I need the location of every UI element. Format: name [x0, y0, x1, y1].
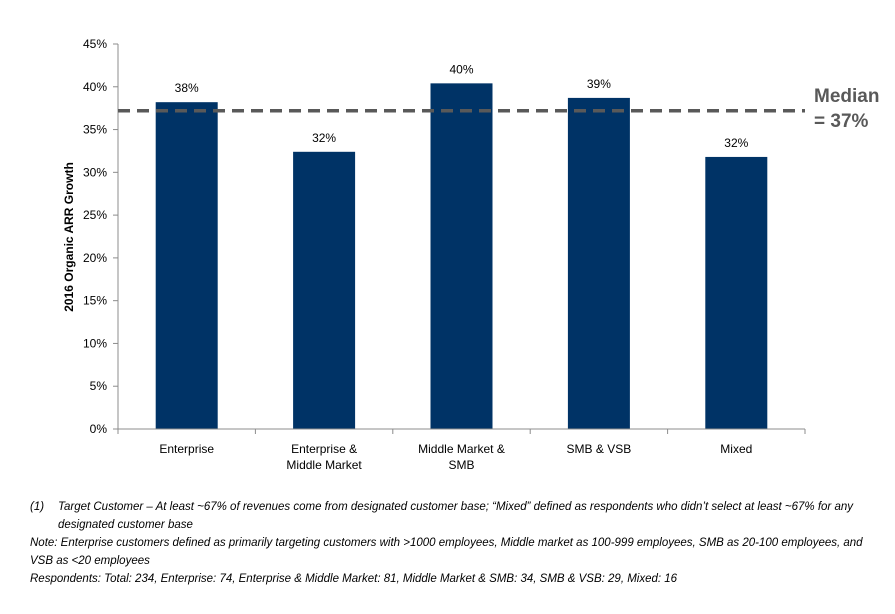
- data-label: 32%: [312, 131, 336, 145]
- y-tick-label: 15%: [83, 294, 107, 308]
- footnote-marker: (1): [30, 501, 45, 513]
- y-tick-label: 35%: [83, 123, 107, 137]
- x-tick-label-line: Enterprise: [159, 442, 214, 456]
- x-tick-label: Enterprise & Middle Market: [286, 442, 362, 472]
- footnotes: (1) Target Customer – At least ~67% of r…: [30, 498, 880, 588]
- x-tick-label-line: Mixed: [720, 442, 752, 456]
- x-tick-label-line: Enterprise &: [291, 442, 357, 456]
- footnote-respondents: Respondents: Total: 234, Enterprise: 74,…: [30, 573, 678, 585]
- median-label: = 37%: [814, 111, 869, 132]
- y-tick-label: 30%: [83, 165, 107, 179]
- footnote-target-text: Target Customer – At least ~67% of reven…: [58, 501, 853, 531]
- median-label: Median: [814, 86, 879, 107]
- median-reference: Median = 37%: [118, 86, 879, 132]
- x-tick-label: Middle Market & SMB: [418, 442, 505, 472]
- bar: [705, 156, 768, 429]
- x-tick-label: SMB & VSB: [567, 442, 632, 456]
- y-tick-label: 25%: [83, 208, 107, 222]
- data-label: 32%: [724, 136, 748, 150]
- x-tick-label-line: Middle Market: [286, 458, 362, 472]
- x-tick-label: Enterprise: [159, 442, 214, 456]
- data-label: 38%: [175, 81, 199, 95]
- bar: [567, 97, 630, 430]
- x-tick-label-line: SMB & VSB: [567, 442, 632, 456]
- footnote-note: Note: Enterprise customers defined as pr…: [30, 537, 863, 567]
- data-label: 39%: [587, 77, 611, 91]
- bar-chart: 0% 5% 10% 15% 20% 25% 30% 35% 40% 45% 38% 32% 40% 39…: [62, 37, 879, 472]
- y-tick-label: 20%: [83, 251, 107, 265]
- y-axis-title: 2016 Organic ARR Growth: [62, 162, 76, 312]
- footnote-target-customer: (1) Target Customer – At least ~67% of r…: [30, 498, 880, 534]
- x-tick-label-line: SMB: [448, 458, 474, 472]
- x-tick-label: Mixed: [720, 442, 752, 456]
- bar: [293, 151, 356, 430]
- y-tick-label: 40%: [83, 80, 107, 94]
- y-tick-label: 5%: [90, 379, 108, 393]
- y-tick-label: 45%: [83, 37, 107, 51]
- bar: [430, 83, 493, 429]
- y-tick-label: 0%: [90, 422, 108, 436]
- x-axis: Enterprise Enterprise & Middle Market Middl…: [117, 428, 806, 472]
- y-axis: 0% 5% 10% 15% 20% 25% 30% 35% 40% 45%: [83, 37, 119, 436]
- data-label: 40%: [449, 62, 473, 76]
- bars: 38% 32% 40% 39% 32%: [155, 62, 768, 430]
- x-tick-label-line: Middle Market &: [418, 442, 505, 456]
- bar: [155, 102, 218, 429]
- y-tick-label: 10%: [83, 336, 107, 350]
